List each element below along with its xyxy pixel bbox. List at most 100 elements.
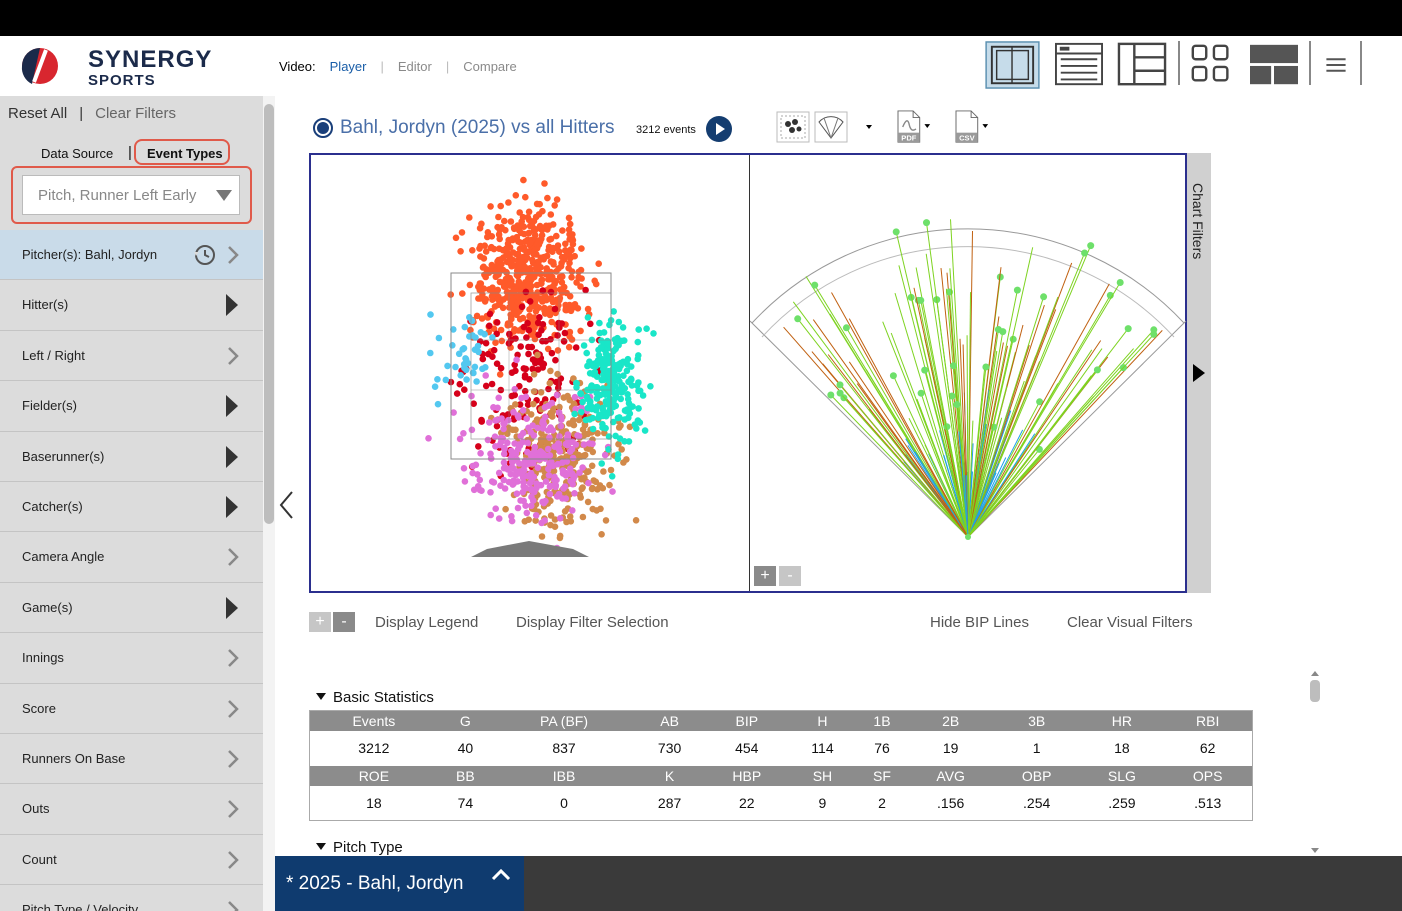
layout-split-icon[interactable] [1117, 41, 1167, 89]
pitch-location-scatter[interactable] [311, 155, 747, 591]
chart-filters-tab[interactable]: Chart Filters [1187, 153, 1211, 593]
stats-header-cell: IBB [493, 765, 636, 786]
chevron-up-icon[interactable] [491, 869, 511, 881]
sidebar-filter-item[interactable]: Outs [0, 784, 263, 835]
sidebar-filter-label: Score [22, 700, 56, 716]
sidebar-filter-item[interactable]: Innings [0, 633, 263, 684]
pitch-type-title: Pitch Type [333, 839, 403, 856]
clear-visual-filters-link[interactable]: Clear Visual Filters [1067, 614, 1193, 631]
playlist-tab[interactable]: * 2025 - Bahl, Jordyn [275, 856, 524, 911]
play-button[interactable] [706, 116, 732, 142]
sidebar-tabs: Data Source | Event Types [0, 139, 263, 165]
event-type-select[interactable]: Pitch, Runner Left Early [22, 175, 240, 215]
sidebar-filter-item[interactable]: Left / Right [0, 331, 263, 382]
zoom-out-button[interactable]: - [779, 566, 801, 586]
menu-icon[interactable] [1324, 41, 1348, 89]
synergy-logo[interactable]: SYNERGY SPORTS [10, 48, 230, 88]
sidebar-filter-item[interactable]: Baserunner(s) [0, 432, 263, 482]
expand-arrow-icon[interactable] [226, 495, 238, 518]
sidebar-filter-label: Pitcher(s): Bahl, Jordyn [22, 247, 158, 262]
stats-value-cell: 9 [789, 785, 856, 821]
layout-grid-icon[interactable] [1189, 41, 1235, 89]
view-dropdown-icon[interactable] [862, 110, 876, 144]
chevron-right-icon[interactable] [227, 648, 239, 668]
sidebar-filter-item[interactable]: Game(s) [0, 583, 263, 634]
scatter-view-icon[interactable] [776, 110, 810, 144]
sidebar-filter-item[interactable]: Score [0, 684, 263, 734]
legend-collapse-button[interactable]: - [333, 612, 355, 632]
sidebar-filter-item[interactable]: Camera Angle [0, 532, 263, 583]
stats-header-row: Events G PA (BF) AB BIP H 1B 2B 3B HR RBI [309, 710, 1253, 731]
stats-value-cell: 0 [493, 785, 636, 821]
stats-header-cell: OPS [1163, 765, 1253, 786]
stats-header-cell: SLG [1080, 765, 1164, 786]
stats-header-cell: H [789, 710, 856, 731]
expand-filters-icon[interactable] [1193, 364, 1205, 382]
tab-data-source[interactable]: Data Source [41, 146, 114, 161]
sidebar-filter-item[interactable]: Pitcher(s): Bahl, Jordyn [0, 230, 263, 281]
zoom-in-button[interactable]: + [754, 566, 776, 586]
pdf-export-icon[interactable]: PDF [895, 110, 935, 144]
sidebar-scrollbar[interactable] [263, 96, 275, 911]
legend-expand-button[interactable]: + [309, 612, 331, 632]
layout-single-icon[interactable] [984, 41, 1041, 89]
sidebar-filter-item[interactable]: Catcher(s) [0, 482, 263, 533]
expand-arrow-icon[interactable] [226, 395, 238, 418]
stats-header-row: ROE BB IBB K HBP SH SF AVG OBP SLG OPS [309, 765, 1253, 786]
chart-title: Bahl, Jordyn (2025) vs all Hitters [340, 117, 615, 138]
chevron-right-icon[interactable] [227, 799, 239, 819]
history-icon[interactable] [193, 243, 217, 267]
sidebar-filter-item[interactable]: Runners On Base [0, 734, 263, 785]
stats-header-cell: G [437, 710, 494, 731]
stats-value-row: 3212 40 837 730 454 114 76 19 1 18 62 [309, 730, 1253, 766]
chevron-right-icon[interactable] [227, 900, 239, 911]
expand-arrow-icon[interactable] [226, 294, 238, 317]
bip-lines [783, 219, 1163, 540]
tab-compare[interactable]: Compare [463, 59, 517, 74]
layout-mosaic-icon[interactable] [1248, 41, 1300, 89]
layout-table-icon[interactable] [1054, 41, 1104, 89]
clear-filters-button[interactable]: Clear Filters [95, 105, 176, 122]
sidebar-filter-item[interactable]: Pitch Type / Velocity [0, 885, 263, 911]
csv-export-icon[interactable]: CSV [953, 110, 993, 144]
sidebar-filter-item[interactable]: Fielder(s) [0, 381, 263, 432]
chevron-right-icon[interactable] [227, 749, 239, 769]
panel-divider [749, 155, 750, 591]
pitch-type-toggle[interactable]: Pitch Type [316, 839, 403, 856]
scrollbar-thumb[interactable] [264, 104, 274, 524]
collapse-sidebar-icon[interactable] [278, 490, 296, 520]
stats-value-cell: .254 [992, 785, 1081, 821]
hide-bip-lines-link[interactable]: Hide BIP Lines [930, 614, 1029, 631]
spray-view-icon[interactable] [814, 110, 848, 144]
chart-radio[interactable] [313, 118, 333, 138]
stats-scrollbar[interactable] [1309, 670, 1321, 855]
expand-arrow-icon[interactable] [226, 445, 238, 468]
tab-player[interactable]: Player [329, 59, 367, 74]
spray-chart[interactable] [750, 155, 1188, 591]
sidebar-filter-item[interactable]: Count [0, 835, 263, 886]
chevron-right-icon[interactable] [227, 850, 239, 870]
stats-value-cell: 3212 [309, 730, 438, 766]
basic-statistics-toggle[interactable]: Basic Statistics [316, 689, 434, 706]
chevron-right-icon[interactable] [227, 346, 239, 366]
filter-list: Pitcher(s): Bahl, Jordyn Hitter(s) Left / … [0, 230, 263, 911]
chevron-right-icon[interactable] [227, 547, 239, 567]
display-legend-link[interactable]: Display Legend [375, 614, 479, 631]
sidebar-filter-label: Outs [22, 801, 50, 817]
tab-event-types[interactable]: Event Types [134, 139, 230, 165]
chevron-right-icon[interactable] [227, 245, 239, 265]
sidebar-filter-label: Innings [22, 650, 64, 666]
stats-header-cell: K [635, 765, 705, 786]
chevron-right-icon[interactable] [227, 699, 239, 719]
toolbar-divider [1178, 41, 1180, 85]
csv-label: CSV [959, 134, 975, 143]
reset-all-button[interactable]: Reset All [8, 105, 68, 122]
stats-value-cell: 74 [437, 785, 494, 821]
sidebar-filter-item[interactable]: Hitter(s) [0, 280, 263, 331]
stats-value-cell: 62 [1163, 730, 1253, 766]
stats-value-cell: 454 [704, 730, 790, 766]
expand-arrow-icon[interactable] [226, 596, 238, 619]
tab-editor[interactable]: Editor [397, 59, 432, 74]
display-filter-selection-link[interactable]: Display Filter Selection [516, 614, 669, 631]
home-plate [471, 541, 589, 557]
